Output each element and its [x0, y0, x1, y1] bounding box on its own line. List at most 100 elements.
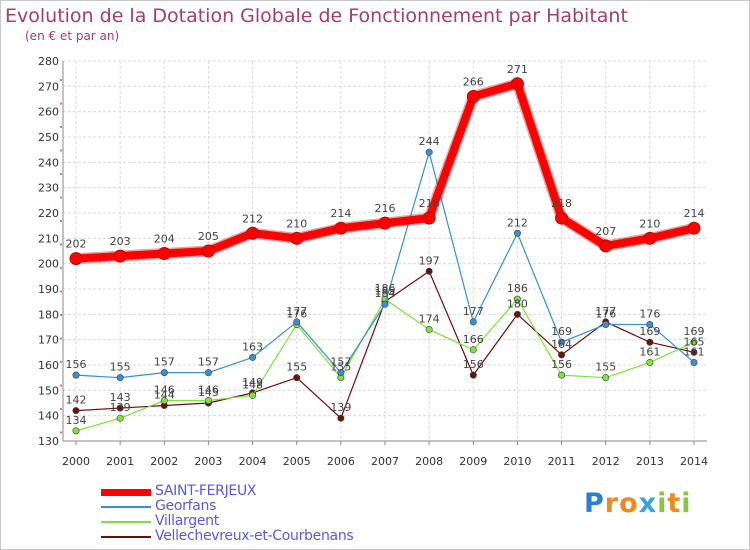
chart-title: Evolution de la Dotation Globale de Fonc…	[5, 5, 628, 27]
legend-swatch	[101, 489, 151, 496]
data-point	[643, 231, 657, 245]
y-tick-label: 280	[38, 55, 59, 68]
x-tick-label: 2000	[62, 455, 90, 468]
data-point	[337, 414, 345, 422]
data-point	[204, 369, 212, 377]
data-label: 169	[684, 325, 705, 338]
data-label: 210	[286, 217, 307, 230]
data-point	[337, 369, 345, 377]
x-tick-label: 2009	[459, 455, 487, 468]
data-label: 176	[286, 307, 307, 320]
y-tick-label: 140	[38, 410, 59, 423]
data-point	[113, 249, 127, 263]
legend-label: Georfans	[155, 498, 217, 514]
data-label: 197	[419, 254, 440, 267]
data-label: 143	[110, 391, 131, 404]
data-point	[513, 295, 521, 303]
data-label: 207	[595, 225, 616, 238]
data-label: 169	[639, 325, 660, 338]
data-point	[558, 338, 566, 346]
data-label: 157	[198, 356, 219, 369]
legend-label: Villargent	[155, 513, 219, 529]
y-tick-label: 210	[38, 232, 59, 245]
data-label: 149	[242, 376, 263, 389]
y-tick-label: 160	[38, 359, 59, 372]
data-point	[116, 414, 124, 422]
data-label: 218	[419, 197, 440, 210]
data-label: 218	[551, 197, 572, 210]
data-point	[425, 267, 433, 275]
logo-letter: o	[619, 488, 639, 519]
data-label: 210	[639, 217, 660, 230]
legend-swatch	[101, 536, 151, 538]
data-label: 165	[684, 335, 705, 348]
data-point	[602, 320, 610, 328]
data-label: 185	[375, 285, 396, 298]
proxiti-logo: Proxiti	[584, 488, 692, 519]
data-label: 166	[463, 333, 484, 346]
data-label: 156	[66, 358, 87, 371]
data-point	[646, 338, 654, 346]
data-point	[293, 318, 301, 326]
y-tick-label: 250	[38, 131, 59, 144]
data-point	[422, 211, 436, 225]
data-point	[378, 216, 392, 230]
data-label: 212	[242, 212, 263, 225]
data-label: 214	[684, 207, 705, 220]
data-label: 157	[154, 356, 175, 369]
logo-letter: r	[604, 488, 620, 519]
data-point	[510, 77, 524, 91]
data-point	[425, 326, 433, 334]
y-tick-label: 190	[38, 283, 59, 296]
data-point	[466, 89, 480, 103]
data-point	[72, 407, 80, 415]
data-point	[513, 229, 521, 237]
logo-letter: x	[638, 488, 658, 519]
data-point	[160, 369, 168, 377]
legend-swatch	[101, 521, 151, 523]
data-point	[381, 300, 389, 308]
data-point	[201, 244, 215, 258]
data-label: 156	[551, 358, 572, 371]
x-tick-label: 2013	[636, 455, 664, 468]
legend-label: Vellechevreux-et-Courbenans	[155, 528, 354, 544]
data-label: 155	[110, 361, 131, 374]
y-tick-label: 180	[38, 308, 59, 321]
data-label: 212	[507, 216, 528, 229]
data-point	[558, 351, 566, 359]
data-point	[160, 396, 168, 404]
data-point	[116, 374, 124, 382]
x-tick-label: 2002	[150, 455, 178, 468]
line-chart: 130 140 150 160 170 180 190 200 210 220 230 240 250 2…	[38, 55, 708, 468]
x-tick-label: 2011	[548, 455, 576, 468]
data-label: 214	[330, 207, 351, 220]
y-tick-label: 170	[38, 334, 59, 347]
x-tick-label: 2003	[194, 455, 222, 468]
data-label: 266	[463, 75, 484, 88]
data-point	[293, 374, 301, 382]
x-tick-label: 2004	[239, 455, 267, 468]
legend-label: SAINT-FERJEUX	[155, 483, 257, 499]
x-tick-label: 2006	[327, 455, 355, 468]
data-point	[599, 239, 613, 253]
data-label: 139	[110, 401, 131, 414]
data-label: 139	[330, 401, 351, 414]
x-tick-label: 2008	[415, 455, 443, 468]
data-label: 134	[66, 414, 87, 427]
data-label: 146	[198, 383, 219, 396]
data-point	[72, 427, 80, 435]
data-point	[646, 358, 654, 366]
data-label: 142	[66, 394, 87, 407]
legend-swatch	[101, 506, 151, 508]
data-label: 244	[419, 135, 440, 148]
x-tick-label: 2007	[371, 455, 399, 468]
logo-letter: P	[584, 488, 605, 519]
data-label: 184	[375, 287, 396, 300]
y-tick-label: 220	[38, 207, 59, 220]
data-point	[249, 353, 257, 361]
data-point	[204, 396, 212, 404]
data-label: 186	[375, 282, 396, 295]
data-label: 204	[154, 233, 175, 246]
data-point	[469, 346, 477, 354]
